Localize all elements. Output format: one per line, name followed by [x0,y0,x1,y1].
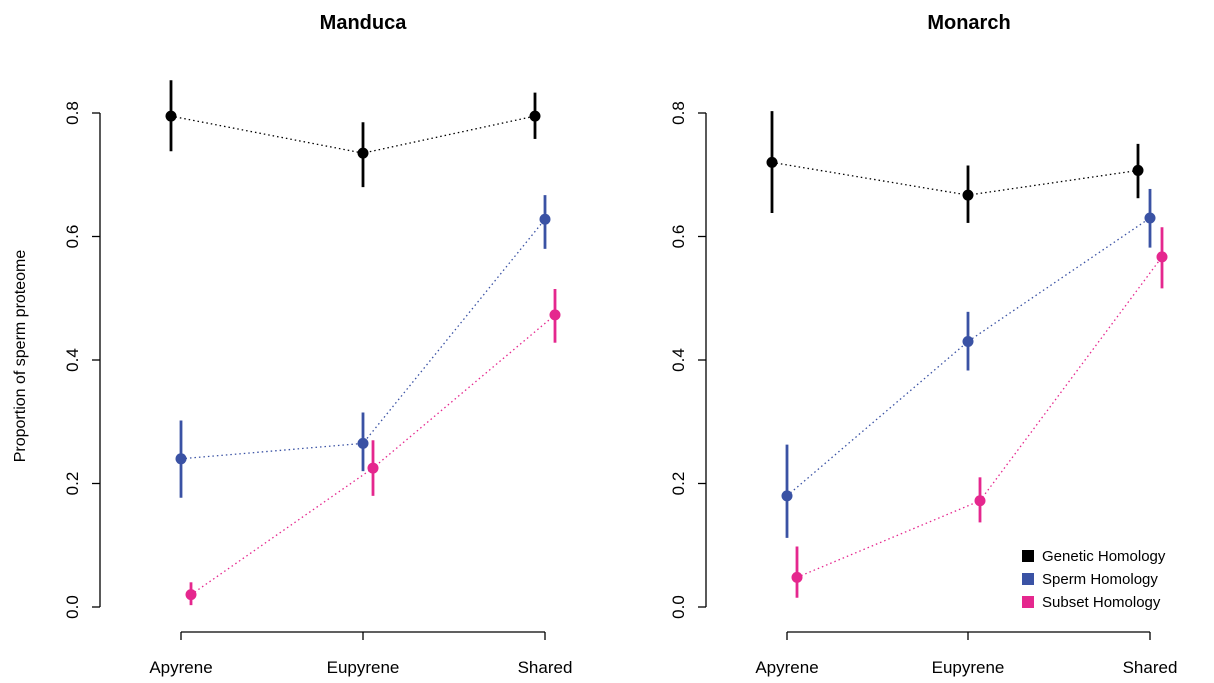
point-sperm-homology [781,490,793,502]
y-tick-label: 0.0 [669,595,688,619]
y-tick-label: 0.8 [63,101,82,125]
legend-label: Subset Homology [1042,594,1161,611]
point-genetic-homology [529,110,541,122]
legend-label: Genetic Homology [1042,548,1166,565]
chart-title: Monarch [927,12,1010,34]
point-subset-homology [1156,251,1168,263]
y-tick-label: 0.4 [669,348,688,372]
point-subset-homology [367,462,379,474]
y-axis-label: Proportion of sperm proteome [12,250,29,463]
y-tick-label: 0.8 [669,101,688,125]
point-genetic-homology [357,147,369,159]
panel-manduca: Manduca 0.0 0.2 0.4 0.6 0.8 Apyrene Eupyrene Sha… [63,12,572,677]
point-genetic-homology [962,189,974,201]
y-tick-label: 0.6 [669,225,688,249]
point-genetic-homology [766,156,778,168]
point-subset-homology [974,495,986,507]
x-tick-label-apyrene: Apyrene [149,658,212,677]
x-tick-label-apyrene: Apyrene [755,658,818,677]
series-line-genetic-homology [771,161,1139,196]
x-tick-label-eupyrene: Eupyrene [327,658,400,677]
x-tick-label-shared: Shared [1123,658,1178,677]
legend-swatch [1022,573,1034,585]
series-line-genetic-homology [170,115,536,154]
y-tick-label: 0.4 [63,348,82,372]
panel-monarch: Monarch 0.0 0.2 0.4 0.6 0.8 Apyrene Eupyrene Sha… [669,12,1177,677]
point-sperm-homology [1144,212,1156,224]
legend-swatch [1022,596,1034,608]
y-tick-label: 0.0 [63,595,82,619]
point-sperm-homology [175,453,187,465]
y-tick-label: 0.6 [63,225,82,249]
series-line-subset-homology [796,256,1163,578]
legend-label: Sperm Homology [1042,571,1158,588]
point-subset-homology [185,589,197,601]
point-genetic-homology [1132,164,1144,176]
x-tick-label-eupyrene: Eupyrene [932,658,1005,677]
point-sperm-homology [962,335,974,347]
point-subset-homology [549,309,561,321]
y-tick-label: 0.2 [669,472,688,496]
x-tick-label-shared: Shared [518,658,573,677]
chart-title: Manduca [320,12,408,34]
point-subset-homology [791,571,803,583]
point-sperm-homology [539,213,551,225]
point-genetic-homology [165,110,177,122]
y-tick-label: 0.2 [63,472,82,496]
legend-swatch [1022,550,1034,562]
point-sperm-homology [357,437,369,449]
